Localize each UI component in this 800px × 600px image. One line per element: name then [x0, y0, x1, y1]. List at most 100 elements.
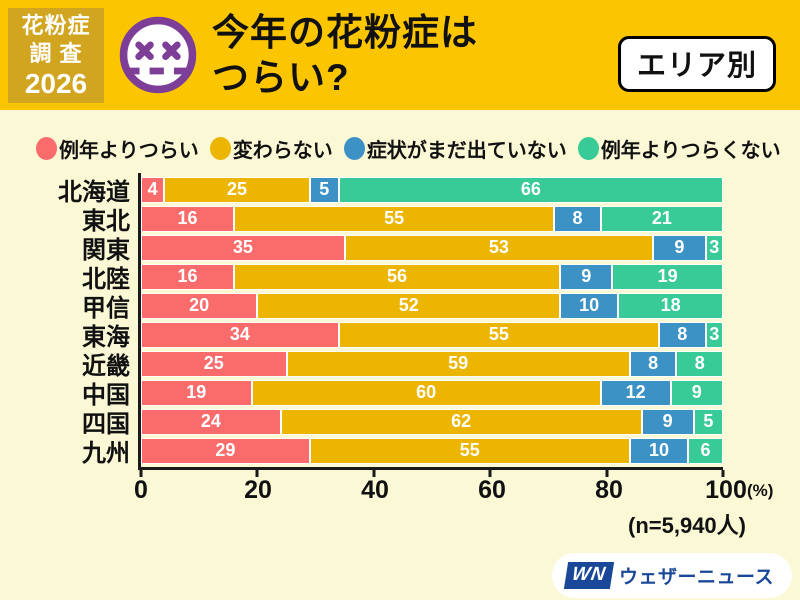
legend-item: 変わらない [209, 134, 333, 163]
category-label: 四国 [82, 411, 130, 438]
bar-segment: 25 [164, 176, 310, 203]
bar-segment: 35 [141, 234, 345, 261]
area-filter-badge: エリア別 [617, 36, 776, 92]
page-title: 今年の花粉症は つらい? [212, 10, 478, 100]
bar-segment: 8 [658, 321, 706, 348]
legend-item: 例年よりつらくない [577, 134, 781, 163]
axis-tick [605, 470, 609, 477]
bar-segment: 9 [560, 263, 613, 290]
bar-row: 35 53 9 3 [141, 233, 723, 262]
page-title-line2: つらい? [212, 57, 350, 99]
bar-segment: 6 [688, 437, 723, 464]
legend-color-dot [209, 137, 231, 160]
category-label: 北海道 [58, 179, 130, 206]
legend-label: 症状がまだ出ていない [366, 140, 567, 162]
bar-segment: 16 [141, 205, 235, 232]
survey-badge-year: 2026 [24, 67, 88, 99]
bar-row: 29 55 10 6 [141, 436, 723, 465]
bar-row: 20 52 10 18 [141, 291, 723, 320]
bar-segment: 24 [141, 408, 281, 435]
bar-segment: 10 [629, 437, 689, 464]
bar-segment: 12 [600, 379, 671, 406]
x-tick-label: 20 [244, 476, 272, 504]
bar-segment: 55 [309, 437, 630, 464]
page-title-line1: 今年の花粉症は [212, 12, 478, 53]
axis-tick [372, 470, 376, 477]
bar-segment: 5 [693, 408, 723, 435]
category-label: 九州 [82, 440, 130, 467]
bar-segment: 20 [141, 292, 258, 319]
bar-row: 16 55 8 21 [141, 204, 723, 233]
bar-segment: 55 [338, 321, 659, 348]
bar-row: 4 25 5 66 [141, 175, 723, 204]
bar-segment: 8 [629, 350, 677, 377]
sample-size-note: (n=5,940人) [628, 513, 746, 538]
bar-segment: 8 [554, 205, 601, 232]
bar-segment: 5 [309, 176, 339, 203]
x-tick-label: 60 [478, 476, 506, 504]
x-axis-unit: (%) [747, 481, 774, 500]
legend-label: 変わらない [232, 140, 333, 162]
bar-segment: 18 [618, 292, 723, 319]
weathernews-logo: WN ウェザーニュース [552, 553, 792, 598]
bar-segment: 25 [141, 350, 287, 377]
bar-segment: 16 [141, 263, 235, 290]
bar-segment: 66 [338, 176, 723, 203]
axis-tick [255, 470, 259, 477]
legend-item: 症状がまだ出ていない [343, 134, 567, 163]
bar-segment: 9 [670, 379, 723, 406]
x-tick-label: 0 [134, 476, 148, 504]
bar-segment: 59 [286, 350, 630, 377]
bar-segment: 21 [600, 205, 723, 232]
bar-segment: 19 [612, 263, 723, 290]
bar-row: 24 62 9 5 [141, 407, 723, 436]
bar-segment: 56 [234, 263, 561, 290]
bar-segment: 55 [234, 205, 555, 232]
category-label: 東海 [82, 324, 130, 351]
category-label: 関東 [82, 237, 130, 264]
axis-tick [721, 470, 725, 477]
legend-item: 例年よりつらい [36, 134, 199, 163]
bar-segment: 3 [705, 234, 723, 261]
legend-label: 例年よりつらくない [600, 140, 781, 162]
bar-row: 34 55 8 3 [141, 320, 723, 349]
survey-badge-line2: 調 査 [29, 40, 83, 66]
weathernews-logo-text: ウェザーニュース [618, 567, 774, 588]
survey-badge: 花粉症 調 査 2026 [8, 8, 104, 103]
legend-color-dot [343, 137, 365, 160]
x-tick-label: 40 [361, 476, 389, 504]
bar-segment: 10 [560, 292, 619, 319]
bar-segment: 3 [705, 321, 723, 348]
category-labels-column: 北海道 東北 関東 北陸 甲信 東海 近畿 中国 四国 九州 [30, 173, 138, 470]
bar-segment: 52 [257, 292, 561, 319]
bar-row: 16 56 9 19 [141, 262, 723, 291]
bar-segment: 29 [141, 437, 310, 464]
category-label: 中国 [82, 382, 130, 409]
wn-logo-icon: WN [564, 562, 615, 589]
plot: 4 25 5 66 16 55 8 21 35 53 9 3 16 56 9 19 20 52 10 18 34 55 8 3… [138, 173, 725, 477]
category-label: 甲信 [82, 295, 130, 322]
survey-badge-line1: 花粉症 [21, 12, 91, 38]
axis-tick [139, 470, 143, 477]
bar-segment: 9 [653, 234, 706, 261]
x-axis-labels: (%) 0 20 40 60 80 100 [134, 470, 773, 504]
legend-label: 例年よりつらい [59, 140, 199, 162]
legend-color-dot [577, 137, 599, 160]
chart-legend: 例年よりつらい 変わらない 症状がまだ出ていない 例年よりつらくない [0, 110, 800, 173]
bar-segment: 53 [344, 234, 654, 261]
bar-segment: 60 [251, 379, 601, 406]
axis-tick [488, 470, 492, 477]
bar-segment: 9 [641, 408, 694, 435]
bar-segment: 8 [676, 350, 723, 377]
dizzy-face-icon [116, 13, 200, 102]
bar-segment: 34 [141, 321, 339, 348]
stacked-bar-chart: 北海道 東北 関東 北陸 甲信 東海 近畿 中国 四国 九州 4 25 5 66 16 55 8 21 35 53 9… [30, 173, 773, 540]
bar-segment: 19 [141, 379, 252, 406]
header-banner: 花粉症 調 査 2026 今年の花粉症は つらい? エリア別 [0, 0, 800, 110]
category-label: 東北 [82, 208, 130, 235]
category-label: 北陸 [82, 266, 130, 293]
bar-row: 25 59 8 8 [141, 349, 723, 378]
bar-row: 19 60 12 9 [141, 378, 723, 407]
legend-color-dot [36, 137, 57, 160]
x-tick-label: 80 [595, 476, 623, 504]
